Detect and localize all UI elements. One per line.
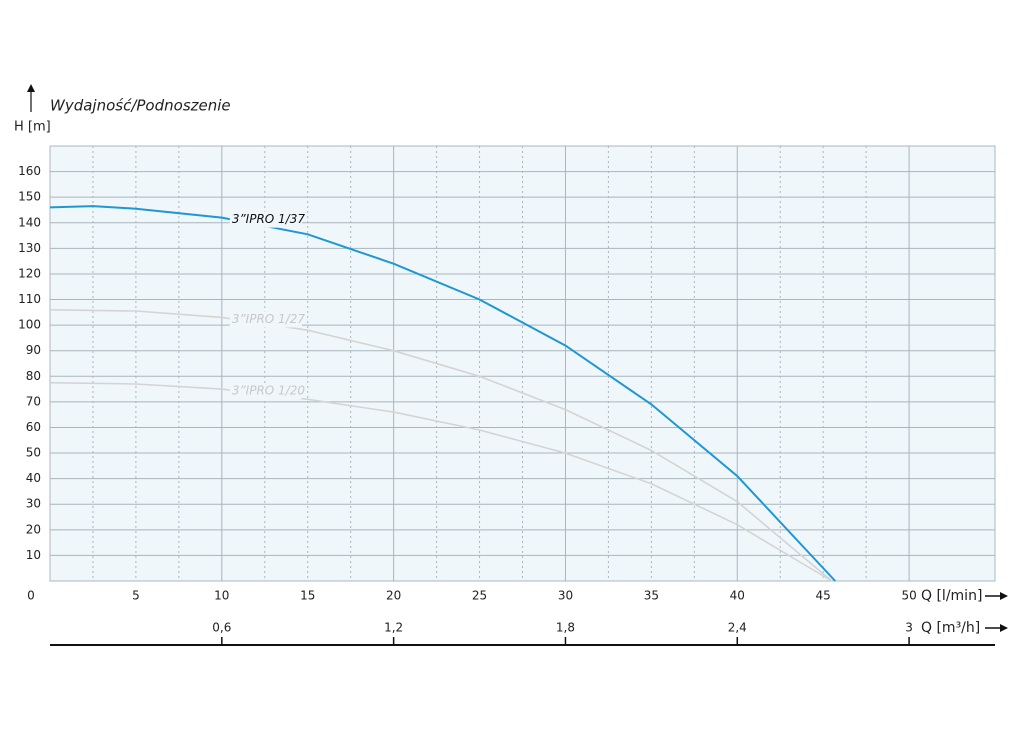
x-tick-label: 45	[816, 589, 831, 603]
chart-title: Wydajność/Podnoszenie	[50, 97, 231, 115]
x2-axis-label: Q [m³/h]	[921, 620, 980, 636]
y-tick-label: 20	[26, 522, 41, 536]
x-arrow-head	[1000, 592, 1008, 600]
x-tick-label: 25	[472, 589, 487, 603]
x-tick-label: 40	[730, 589, 745, 603]
y-tick-label: 90	[26, 343, 41, 357]
y-axis-label: H [m]	[14, 120, 51, 135]
x-tick-label: 0	[27, 589, 35, 603]
x-axis-label: Q [l/min]	[921, 588, 982, 604]
y-tick-label: 130	[18, 241, 41, 255]
x2-tick-label: 1,2	[384, 621, 403, 635]
x2-tick-label: 2,4	[728, 621, 747, 635]
series-line	[49, 205, 836, 582]
series-label: 3”IPRO 1/27	[232, 312, 306, 326]
series-label-bg	[229, 211, 302, 228]
y-tick-label: 60	[26, 420, 41, 434]
x-tick-label: 10	[214, 589, 229, 603]
y-tick-label: 30	[26, 497, 41, 511]
y-arrow-head	[27, 84, 35, 92]
series-label: 3”IPRO 1/20	[232, 384, 306, 398]
y-tick-label: 100	[18, 318, 41, 332]
series-label-bg	[229, 311, 302, 328]
x-tick-label: 35	[644, 589, 659, 603]
series-line	[49, 381, 833, 582]
x2-tick-label: 1,8	[556, 621, 575, 635]
series-label-bg	[229, 383, 302, 400]
series-line	[49, 309, 833, 582]
y-tick-label: 120	[18, 266, 41, 280]
x-tick-label: 20	[386, 589, 401, 603]
y-tick-label: 50	[26, 446, 41, 460]
x2-tick-label: 3	[905, 621, 913, 635]
x2-arrow-head	[1000, 624, 1008, 632]
x-tick-label: 50	[901, 589, 916, 603]
y-tick-label: 150	[18, 190, 41, 204]
plot-area	[49, 145, 996, 582]
y-tick-label: 40	[26, 471, 41, 485]
x-tick-label: 15	[300, 589, 315, 603]
x2-tick-label: 0,6	[212, 621, 231, 635]
y-tick-label: 160	[18, 164, 41, 178]
series-label: 3”IPRO 1/37	[232, 212, 306, 226]
x-tick-label: 30	[558, 589, 573, 603]
y-tick-label: 80	[26, 369, 41, 383]
y-tick-label: 140	[18, 215, 41, 229]
x-tick-label: 5	[132, 589, 140, 603]
y-tick-label: 70	[26, 394, 41, 408]
y-tick-label: 10	[26, 548, 41, 562]
y-tick-label: 110	[18, 292, 41, 306]
